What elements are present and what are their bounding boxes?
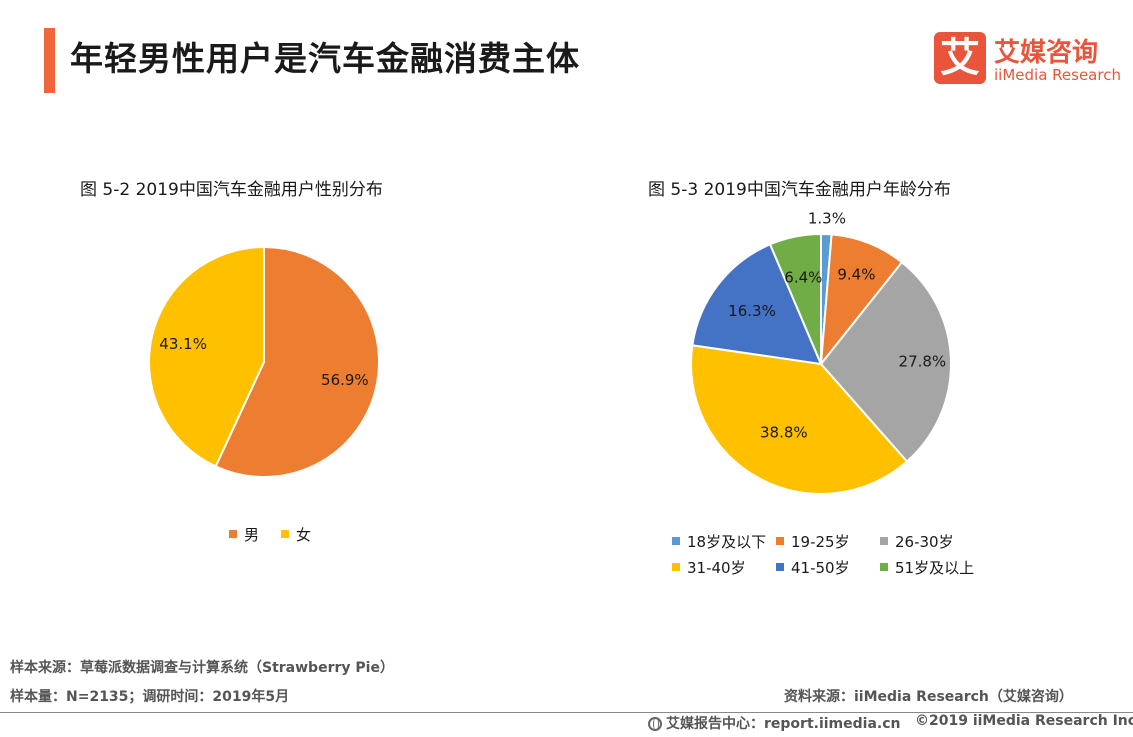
- slice-label-1: 43.1%: [159, 335, 207, 353]
- slice-label-1: 9.4%: [837, 266, 875, 284]
- legend-swatch-1: [281, 530, 289, 538]
- sample-source-note: 样本来源：草莓派数据调查与计算系统（Strawberry Pie）: [10, 660, 394, 676]
- title-accent-bar: [44, 28, 55, 93]
- slice-label-3: 38.8%: [760, 424, 808, 442]
- slice-label-2: 27.8%: [899, 352, 947, 370]
- legend-label-1: 女: [296, 526, 312, 544]
- legend-swatch-2: [880, 537, 888, 545]
- legend-label-0: 男: [244, 526, 260, 544]
- legend-item-0: 男: [229, 524, 259, 545]
- legend-item-5: 51岁及以上: [880, 557, 974, 578]
- gender-legend: 男女: [229, 524, 349, 546]
- legend-label-0: 18岁及以下: [687, 533, 767, 551]
- legend-item-1: 19-25岁: [776, 531, 850, 552]
- legend-item-0: 18岁及以下: [672, 531, 766, 552]
- legend-item-1: 女: [281, 524, 311, 545]
- legend-label-1: 19-25岁: [791, 533, 850, 551]
- pie-slice-0: [214, 245, 380, 478]
- age-legend: 18岁及以下 19-25岁 26-30岁 31-40岁 41-50岁 51岁及以上: [672, 531, 1002, 583]
- pie-slice-2: [819, 260, 952, 463]
- legend-item-4: 41-50岁: [776, 557, 850, 578]
- legend-swatch-3: [672, 563, 680, 571]
- page-title: 年轻男性用户是汽车金融消费主体: [70, 39, 580, 78]
- legend-label-3: 31-40岁: [687, 559, 746, 577]
- slice-label-0: 56.9%: [321, 371, 369, 389]
- logo-english-name: iiMedia Research: [994, 66, 1121, 84]
- logo-chinese-name: 艾媒咨询: [994, 38, 1099, 68]
- report-center-text: 艾媒报告中心：report.iimedia.cn: [666, 716, 901, 732]
- legend-swatch-5: [880, 563, 888, 571]
- legend-swatch-0: [229, 530, 237, 538]
- data-source-note: 资料来源：iiMedia Research（艾媒咨询）: [784, 689, 1073, 705]
- legend-item-3: 31-40岁: [672, 557, 746, 578]
- gender-chart-title: 图 5-2 2019中国汽车金融用户性别分布: [80, 180, 383, 200]
- sample-size-note: 样本量：N=2135；调研时间：2019年5月: [10, 689, 290, 705]
- copyright-text: ©2019 iiMedia Research Inc: [915, 713, 1133, 729]
- legend-label-2: 26-30岁: [895, 533, 954, 551]
- iimedia-logo: 艾 艾媒咨询 iiMedia Research: [934, 32, 1121, 86]
- slice-label-5: 6.4%: [784, 268, 822, 286]
- slice-label-0: 1.3%: [808, 210, 846, 228]
- pie-slice-1: [819, 233, 904, 368]
- report-center-link[interactable]: 艾媒报告中心：report.iimedia.cn: [648, 713, 901, 733]
- logo-badge: 艾: [934, 32, 986, 84]
- footer-divider: [0, 712, 1133, 713]
- pie-slice-1: [148, 245, 265, 468]
- legend-label-4: 41-50岁: [791, 559, 850, 577]
- legend-label-5: 51岁及以上: [895, 559, 975, 577]
- legend-swatch-1: [776, 537, 784, 545]
- pie-slice-4: [691, 243, 823, 366]
- pie-slice-3: [690, 344, 909, 495]
- slice-label-4: 16.3%: [728, 302, 776, 320]
- legend-item-2: 26-30岁: [880, 531, 954, 552]
- legend-swatch-4: [776, 563, 784, 571]
- legend-swatch-0: [672, 537, 680, 545]
- globe-icon: [648, 717, 662, 731]
- age-pie-chart: 1.3% 9.4% 27.8% 38.8% 16.3% 6.4%: [690, 210, 952, 495]
- pie-slice-5: [768, 232, 822, 365]
- gender-pie-chart: 56.9% 43.1%: [148, 245, 380, 478]
- age-chart-title: 图 5-3 2019中国汽车金融用户年龄分布: [648, 180, 951, 200]
